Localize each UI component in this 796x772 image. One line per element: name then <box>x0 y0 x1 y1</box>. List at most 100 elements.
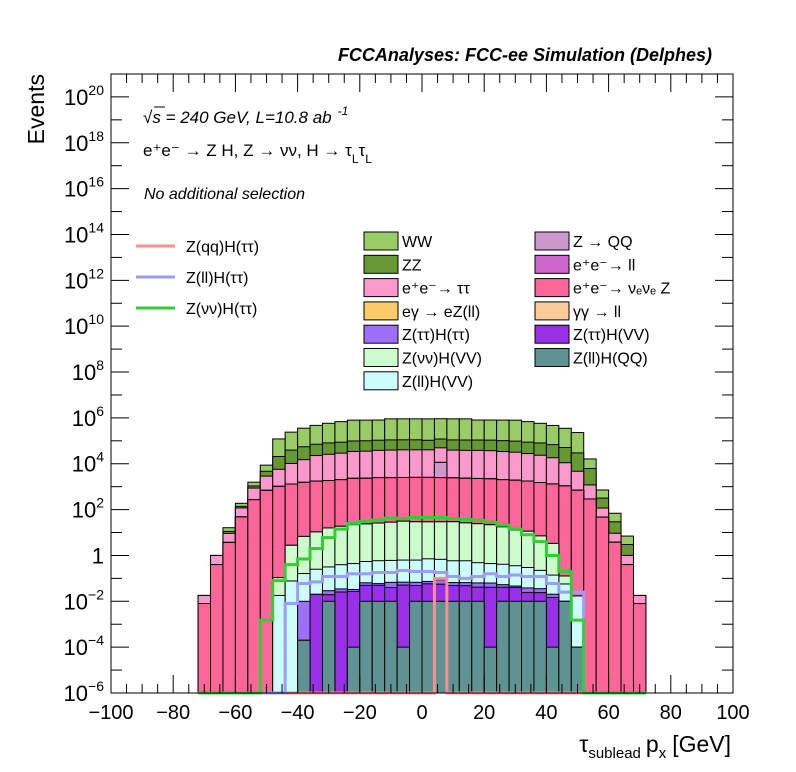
y-tick-base: 10 <box>64 268 88 293</box>
legend-swatch <box>534 301 570 321</box>
bar-z-ll-h-qq <box>321 600 336 694</box>
legend-swatch <box>363 301 399 321</box>
energy-s: s <box>152 108 161 127</box>
y-tick-exp: 20 <box>88 82 104 98</box>
bar-z-ll-h-qq <box>297 639 311 694</box>
x-tick-label: −60 <box>218 702 252 724</box>
y-tick-label: 1018 <box>64 128 104 156</box>
legend-swatch <box>363 371 399 391</box>
selection-annotation: No additional selection <box>144 186 305 203</box>
signal-z-h <box>198 516 646 695</box>
y-tick-exp: 2 <box>96 495 104 511</box>
legend-label: Z(ll)H(ττ) <box>186 270 248 287</box>
legend-label: Z(νν)H(ττ) <box>186 301 257 318</box>
x-tick-label: −100 <box>88 702 133 724</box>
energy-exp: -1 <box>338 104 349 118</box>
legend-label: Z(ττ)H(VV) <box>573 327 650 344</box>
y-tick-exp: 4 <box>96 449 104 465</box>
legend: Z(qq)H(ττ) Z(ll)H(ττ) Z(νν)H(ττ) WW Z → QQ ZZ… <box>136 231 670 391</box>
x-axis-title-psub: x <box>659 745 667 762</box>
legend-swatch <box>534 324 570 344</box>
bar-z-ll-h-qq <box>396 646 411 694</box>
x-axis-title-tau: τ <box>579 731 588 757</box>
bar-z-ll-h-qq <box>384 600 398 694</box>
process-tau2: τ <box>359 141 366 160</box>
x-tick-label: 60 <box>597 702 619 724</box>
x-tick-label: 100 <box>716 702 749 724</box>
y-tick-label: 102 <box>72 495 104 523</box>
y-tick-base: 10 <box>64 85 88 110</box>
y-tick-label: 10−2 <box>64 586 105 614</box>
y-tick-label: 104 <box>72 449 104 477</box>
legend-swatch <box>363 278 399 298</box>
y-tick-label: 1 <box>92 543 104 568</box>
y-tick-label: 1020 <box>64 82 104 110</box>
process-text: e⁺e⁻ → Z H, Z → νν, H → τ <box>143 141 352 160</box>
series-z-ll-h-qq <box>297 600 585 694</box>
y-tick-label: 108 <box>72 357 104 385</box>
y-tick-label: 10−6 <box>64 678 105 706</box>
bar-z-ll-h-qq <box>496 600 510 694</box>
bar-e-e-z <box>632 603 647 694</box>
legend-label: e⁺e⁻→ νₑνₑ Z <box>573 281 670 298</box>
y-tick-exp: 12 <box>88 265 104 281</box>
legend-swatch <box>534 231 570 251</box>
x-tick-label: −80 <box>156 702 190 724</box>
legend-label: Z(νν)H(VV) <box>402 351 482 368</box>
bar-z-ll-h-vv <box>284 580 299 694</box>
legend-label: Z → QQ <box>573 234 633 251</box>
y-tick-label: 1010 <box>64 311 104 339</box>
x-axis-title-p: p <box>646 731 659 757</box>
legend-label: Z(ll)H(VV) <box>402 374 473 391</box>
y-tick-exp: 18 <box>88 128 104 144</box>
x-tick-label: −20 <box>343 702 377 724</box>
process-sub1: L <box>352 152 359 166</box>
y-tick-base: 10 <box>72 452 96 477</box>
bar-z-ll-h-qq <box>508 600 523 694</box>
legend-swatch <box>363 324 399 344</box>
bar-z-h-vv <box>334 591 348 694</box>
legend-swatch <box>534 278 570 298</box>
y-tick-base: 10 <box>72 406 96 431</box>
y-tick-base: 10 <box>72 498 96 523</box>
y-tick-base: 10 <box>72 360 96 385</box>
y-tick-base: 10 <box>64 635 88 660</box>
x-axis-title: τsublead px [GeV] <box>579 731 731 762</box>
bar-z-ll-h-qq <box>558 600 572 694</box>
bar-z-ll-h-qq <box>533 600 547 694</box>
legend-label: ZZ <box>402 257 422 274</box>
x-tick-label: 20 <box>473 702 495 724</box>
y-tick-base: 10 <box>64 681 88 706</box>
bar-z-ll-h-qq <box>458 600 473 694</box>
y-tick-base: 10 <box>64 589 88 614</box>
y-tick-label: 10−4 <box>64 632 105 660</box>
bar-e-e-z <box>247 499 261 694</box>
axes: −100 −80 −60 −40 −20 0 20 40 60 80 10010−610−410−2… <box>64 73 750 724</box>
legend-label: Z(ττ)H(ττ) <box>402 327 470 344</box>
y-tick-label: 1012 <box>64 265 104 293</box>
y-tick-base: 10 <box>64 131 88 156</box>
bar-e-e-z <box>222 541 236 694</box>
bar-e-e-z <box>620 564 634 694</box>
sqrt-symbol: √ <box>143 108 153 127</box>
legend-label: Z(qq)H(ττ) <box>186 239 259 256</box>
annotations: FCCAnalyses: FCC-ee Simulation (Delphes)… <box>23 45 731 762</box>
legend-swatch <box>363 348 399 367</box>
bar-z-ll-h-qq <box>521 600 535 694</box>
y-tick-label: 106 <box>72 403 104 431</box>
y-tick-exp: 16 <box>88 174 104 190</box>
x-tick-label: 0 <box>416 702 427 724</box>
x-tick-label: 80 <box>660 702 682 724</box>
legend-swatch <box>363 254 399 274</box>
x-axis-title-unit: [GeV] <box>672 731 731 757</box>
chart-title: FCCAnalyses: FCC-ee Simulation (Delphes) <box>338 45 712 65</box>
y-tick-exp: −4 <box>88 632 104 648</box>
legend-swatch <box>534 348 570 367</box>
process-sub2: L <box>365 152 372 166</box>
y-tick-exp: −6 <box>88 678 104 694</box>
bar-z-ll-h-qq <box>421 600 435 694</box>
process-annotation: e⁺e⁻ → Z H, Z → νν, H → τLτL <box>143 141 372 166</box>
legend-label: γγ → ll <box>573 304 621 321</box>
y-tick-base: 10 <box>64 314 88 339</box>
x-axis-title-sub: sublead <box>588 745 641 762</box>
